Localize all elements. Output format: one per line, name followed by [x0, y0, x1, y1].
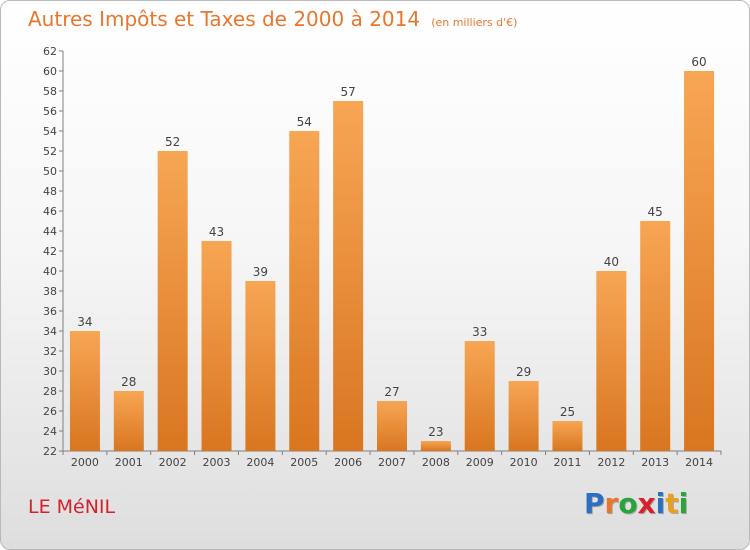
y-tick-label: 54: [43, 125, 57, 138]
axis-layer: 22 24 26 28 30 32 34 36 38 40 42 44 46 48 50 52 54 56 58 60…: [43, 45, 722, 458]
x-tick-label: 2006: [334, 456, 362, 469]
label-layer: 2000 34 2001 28 2002 52 2003 43 2004 39 2005 54 2006…: [71, 55, 713, 469]
data-label: 27: [384, 385, 399, 399]
bar: [289, 131, 320, 451]
bar: [640, 221, 671, 451]
bar: [684, 71, 715, 451]
y-tick-label: 62: [43, 45, 57, 58]
x-tick-label: 2001: [115, 456, 143, 469]
y-tick-label: 22: [43, 445, 57, 458]
bar: [69, 331, 100, 451]
y-tick-label: 40: [43, 265, 57, 278]
title-row: Autres Impôts et Taxes de 2000 à 2014 (e…: [28, 7, 517, 31]
town-name: LE MéNIL: [28, 496, 116, 518]
y-tick-label: 36: [43, 305, 57, 318]
x-tick-label: 2007: [378, 456, 406, 469]
bar: [157, 151, 188, 451]
data-label: 43: [209, 225, 224, 239]
y-tick-label: 60: [43, 65, 57, 78]
x-tick-label: 2003: [203, 456, 231, 469]
bar: [245, 281, 276, 451]
y-tick-label: 26: [43, 405, 57, 418]
y-tick-label: 42: [43, 245, 57, 258]
y-tick-label: 32: [43, 345, 57, 358]
y-tick-label: 44: [43, 225, 57, 238]
x-tick-label: 2000: [71, 456, 99, 469]
brand-letter: t: [665, 487, 679, 520]
y-tick-label: 24: [43, 425, 57, 438]
data-label: 34: [77, 315, 92, 329]
y-tick-label: 58: [43, 85, 57, 98]
x-tick-label: 2004: [246, 456, 274, 469]
y-tick-label: 52: [43, 145, 57, 158]
brand-letter: x: [637, 487, 656, 520]
chart-title: Autres Impôts et Taxes de 2000 à 2014: [28, 7, 421, 31]
brand-letter: P: [584, 487, 605, 520]
bar: [113, 391, 144, 451]
bar: [201, 241, 232, 451]
data-label: 52: [165, 135, 180, 149]
data-label: 33: [472, 325, 487, 339]
bar-layer: [69, 71, 715, 451]
bar: [596, 271, 627, 451]
data-label: 57: [340, 85, 355, 99]
x-tick-label: 2002: [159, 456, 187, 469]
brand-letter: r: [604, 487, 619, 520]
data-label: 28: [121, 375, 136, 389]
data-label: 23: [428, 425, 443, 439]
data-label: 60: [691, 55, 706, 69]
bar: [420, 441, 451, 451]
data-label: 39: [253, 265, 268, 279]
data-label: 54: [297, 115, 312, 129]
x-tick-label: 2014: [685, 456, 713, 469]
data-label: 45: [648, 205, 663, 219]
x-tick-label: 2005: [290, 456, 318, 469]
data-label: 29: [516, 365, 531, 379]
y-tick-label: 38: [43, 285, 57, 298]
bar: [508, 381, 539, 451]
x-tick-label: 2009: [466, 456, 494, 469]
x-tick-label: 2010: [510, 456, 538, 469]
y-tick-label: 34: [43, 325, 57, 338]
y-tick-label: 48: [43, 185, 57, 198]
x-tick-label: 2008: [422, 456, 450, 469]
bar: [377, 401, 407, 451]
brand-letter: o: [618, 487, 638, 520]
brand-letter: i: [678, 487, 689, 520]
y-tick-label: 30: [43, 365, 57, 378]
y-tick-label: 46: [43, 205, 57, 218]
brand-letter: i: [655, 487, 666, 520]
brand-logo: Proxiti: [584, 487, 688, 520]
chart-subtitle: (en milliers d'€): [431, 16, 518, 29]
x-tick-label: 2011: [553, 456, 581, 469]
y-tick-label: 50: [43, 165, 57, 178]
data-label: 40: [604, 255, 619, 269]
bar: [333, 101, 364, 451]
data-label: 25: [560, 405, 575, 419]
bar: [552, 421, 583, 451]
y-tick-label: 28: [43, 385, 57, 398]
x-tick-label: 2013: [641, 456, 669, 469]
y-tick-label: 56: [43, 105, 57, 118]
bar: [464, 341, 495, 451]
x-tick-label: 2012: [597, 456, 625, 469]
